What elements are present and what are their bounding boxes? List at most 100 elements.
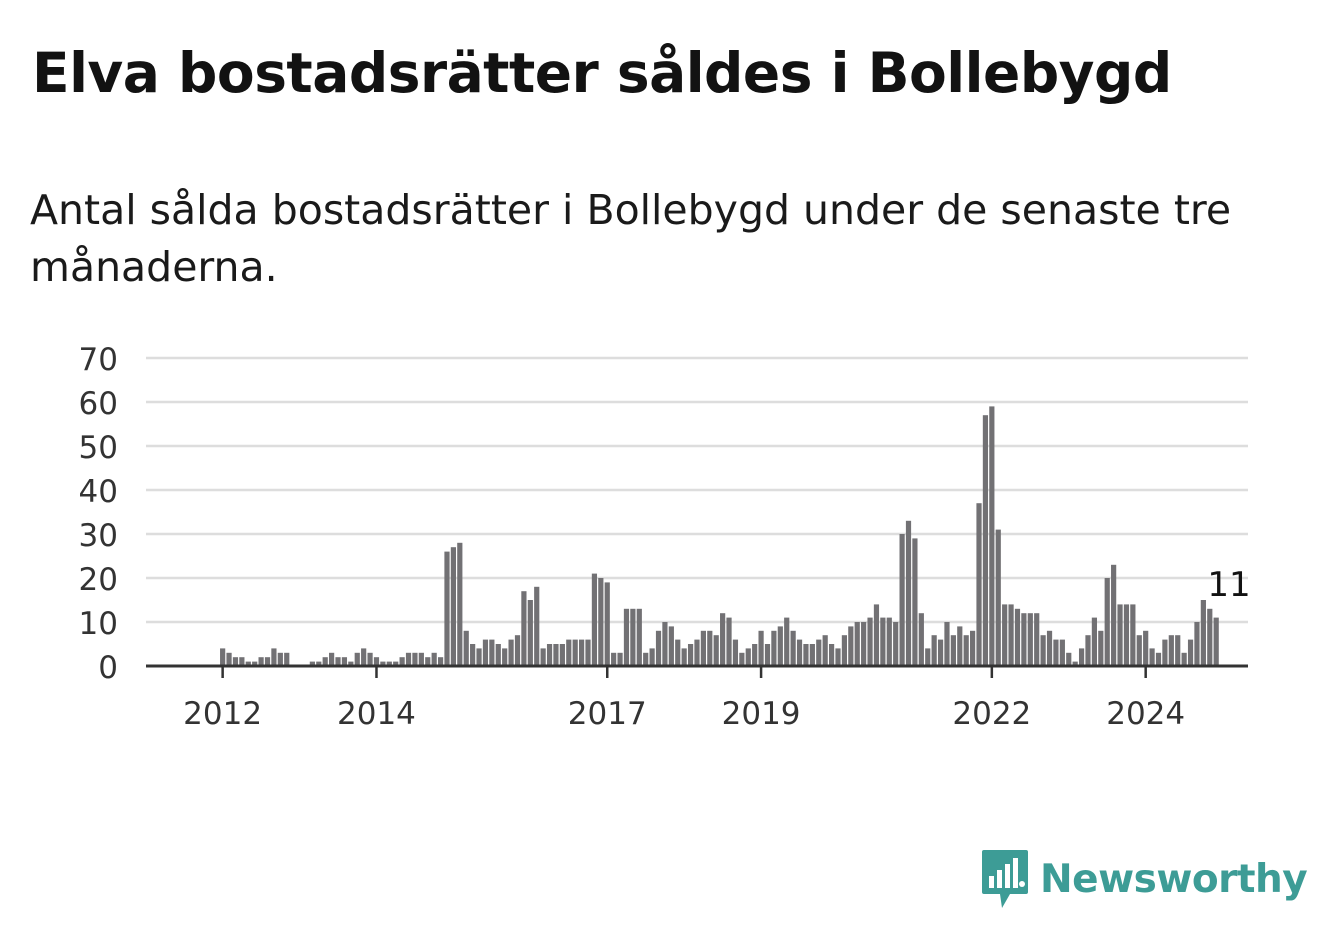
bar <box>1104 578 1110 666</box>
latest-value-label: 11 <box>1207 565 1250 605</box>
bar <box>380 661 386 666</box>
bar <box>796 639 803 666</box>
bar <box>937 639 944 666</box>
bar <box>700 630 706 666</box>
bar <box>232 657 239 666</box>
y-tick-label: 20 <box>79 562 118 598</box>
bar <box>425 657 431 666</box>
bar <box>1053 639 1059 666</box>
bar <box>931 635 937 666</box>
bar <box>309 661 315 666</box>
bar <box>873 604 880 666</box>
bar <box>726 617 732 666</box>
bar <box>418 652 424 666</box>
bar <box>329 652 335 666</box>
newsworthy-logo-icon <box>982 850 1028 908</box>
bar <box>854 622 860 666</box>
y-tick-label: 30 <box>79 518 118 554</box>
bar <box>1175 635 1181 666</box>
bar <box>322 657 328 666</box>
x-axis-ticks: 2012 2014 2017 2019 2022 2024 <box>183 666 1185 732</box>
bar <box>970 630 976 666</box>
bar <box>220 648 226 666</box>
bar <box>1181 652 1187 666</box>
bar <box>899 534 905 666</box>
bar <box>1200 600 1206 666</box>
bar <box>816 639 822 666</box>
bar <box>1008 604 1014 666</box>
bar <box>553 644 559 666</box>
bar <box>1014 608 1021 666</box>
bar <box>1136 635 1142 666</box>
bar <box>226 652 232 666</box>
bar <box>893 622 899 666</box>
x-tick-label: 2012 <box>183 696 262 732</box>
y-tick-label: 0 <box>98 650 118 686</box>
grid-lines <box>146 356 1248 624</box>
bar <box>623 608 630 666</box>
bar <box>463 630 469 666</box>
bar <box>1207 608 1213 666</box>
x-tick-label: 2019 <box>722 696 801 732</box>
bar <box>720 613 726 666</box>
bar <box>444 551 450 666</box>
bar <box>809 644 815 666</box>
bar <box>1046 630 1053 666</box>
bar <box>1066 652 1072 666</box>
bar <box>405 652 412 666</box>
bar <box>239 657 245 666</box>
bar <box>784 617 790 666</box>
bar <box>412 652 418 666</box>
bar <box>636 608 642 666</box>
bar <box>995 529 1001 666</box>
bar <box>668 626 674 666</box>
bar <box>367 652 373 666</box>
bar <box>514 635 521 666</box>
bar <box>252 661 258 666</box>
bar <box>611 652 617 666</box>
bar <box>341 657 348 666</box>
bar <box>1130 604 1136 666</box>
bar <box>335 657 341 666</box>
bar <box>1194 622 1200 666</box>
bar <box>1155 652 1162 666</box>
bar <box>777 626 783 666</box>
bar <box>687 644 694 666</box>
bar <box>495 644 501 666</box>
bar <box>649 648 655 666</box>
bar <box>918 613 924 666</box>
bar <box>277 652 283 666</box>
bar <box>905 520 912 666</box>
bar <box>540 648 546 666</box>
y-tick-label: 70 <box>79 342 118 378</box>
bar <box>476 648 482 666</box>
bar <box>771 630 777 666</box>
bar <box>1117 604 1123 666</box>
bar <box>861 622 867 666</box>
bar <box>1162 639 1168 666</box>
bar <box>566 639 572 666</box>
bar <box>1078 648 1085 666</box>
bar <box>521 591 527 666</box>
bar <box>431 652 437 666</box>
bar <box>572 639 578 666</box>
bar <box>437 657 444 666</box>
bar <box>470 644 476 666</box>
bar <box>245 661 251 666</box>
bar <box>822 635 828 666</box>
bar <box>758 630 764 666</box>
bar <box>598 578 604 666</box>
bar <box>348 661 354 666</box>
newsworthy-logo: Newsworthy <box>980 848 1308 910</box>
bar <box>739 652 745 666</box>
bar <box>264 657 271 666</box>
bar <box>1187 639 1194 666</box>
bar <box>630 608 636 666</box>
bar <box>950 635 956 666</box>
bar <box>457 542 463 666</box>
bar <box>373 657 380 666</box>
bar <box>848 626 854 666</box>
bar <box>1021 613 1027 666</box>
bar <box>361 648 367 666</box>
